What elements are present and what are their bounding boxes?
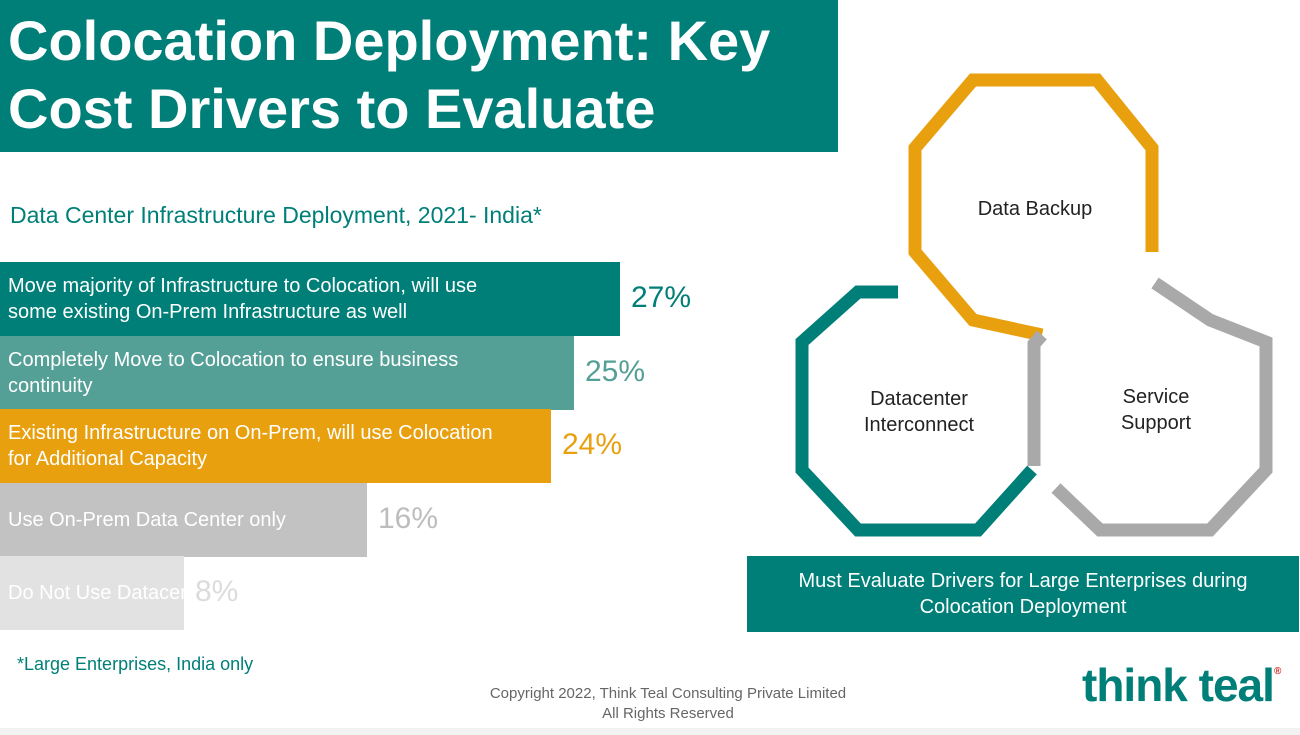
bar-5 <box>0 556 184 630</box>
hexagon-label-line: Data Backup <box>977 198 1093 220</box>
bar-label-4: Use On-Prem Data Center only <box>8 507 286 533</box>
bottom-divider <box>0 728 1300 735</box>
bar-value-4: 16% <box>378 502 439 535</box>
bar-label-line: continuity <box>8 375 93 397</box>
bar-1 <box>0 262 620 336</box>
copyright-line: All Rights Reserved <box>602 705 734 722</box>
callout-box: Must Evaluate Drivers for Large Enterpri… <box>747 556 1299 632</box>
bar-label-line: some existing On-Prem Infrastructure as … <box>8 301 408 323</box>
bar-label-1: Move majority of Infrastructure to Coloc… <box>8 273 477 325</box>
bar-value-3: 24% <box>562 428 623 461</box>
hexagon-label-data-backup: Data Backup <box>945 196 1125 222</box>
hexagon-label-service-support: Service Support <box>1066 384 1246 436</box>
think-teal-logo: think teal® <box>1082 658 1281 712</box>
hexagon-label-line: Datacenter <box>870 388 968 410</box>
chart-title: Data Center Infrastructure Deployment, 2… <box>10 202 542 228</box>
logo-text: think teal <box>1082 659 1275 711</box>
page-title-line-2: Cost Drivers to Evaluate <box>8 77 656 140</box>
page-title-line-1: Colocation Deployment: Key <box>8 9 771 72</box>
hexagon-data-backup <box>908 73 1159 342</box>
hexagon-datacenter-interconnect <box>795 285 1037 537</box>
callout-line: Colocation Deployment <box>919 596 1127 618</box>
bar-label-line: Move majority of Infrastructure to Coloc… <box>8 275 478 297</box>
bar-value-2: 25% <box>585 355 646 388</box>
bar-2 <box>0 336 574 410</box>
bar-label-line: Existing Infrastructure on On-Prem, will… <box>8 422 493 444</box>
hexagon-label-line: Support <box>1120 412 1192 434</box>
bar-4 <box>0 483 367 557</box>
hexagon-label-line: Service <box>1122 386 1190 408</box>
bar-label-5: Do Not Use Datacenter <box>8 580 215 606</box>
copyright-line: Copyright 2022, Think Teal Consulting Pr… <box>489 685 847 702</box>
bar-label-line: for Additional Capacity <box>8 448 208 470</box>
hexagon-label-line: Interconnect <box>863 414 975 436</box>
bar-value-5: 8% <box>195 575 239 608</box>
registered-mark: ® <box>1273 666 1281 677</box>
bar-label-line: Do Not Use Datacenter <box>8 582 215 604</box>
footnote: *Large Enterprises, India only <box>17 654 254 674</box>
hexagon-service-support <box>1027 277 1273 537</box>
callout-line: Must Evaluate Drivers for Large Enterpri… <box>798 570 1248 592</box>
bar-label-line: Use On-Prem Data Center only <box>8 509 286 531</box>
copyright: Copyright 2022, Think Teal Consulting Pr… <box>418 684 918 724</box>
bar-label-2: Completely Move to Colocation to ensure … <box>8 347 458 399</box>
title-banner: Colocation Deployment: Key Cost Drivers … <box>0 0 838 152</box>
bar-3 <box>0 409 551 483</box>
bar-label-line: Completely Move to Colocation to ensure … <box>8 349 459 371</box>
bar-value-1: 27% <box>631 281 692 314</box>
hexagon-label-datacenter-interconnect: Datacenter Interconnect <box>829 386 1009 438</box>
bar-label-3: Existing Infrastructure on On-Prem, will… <box>8 420 493 472</box>
